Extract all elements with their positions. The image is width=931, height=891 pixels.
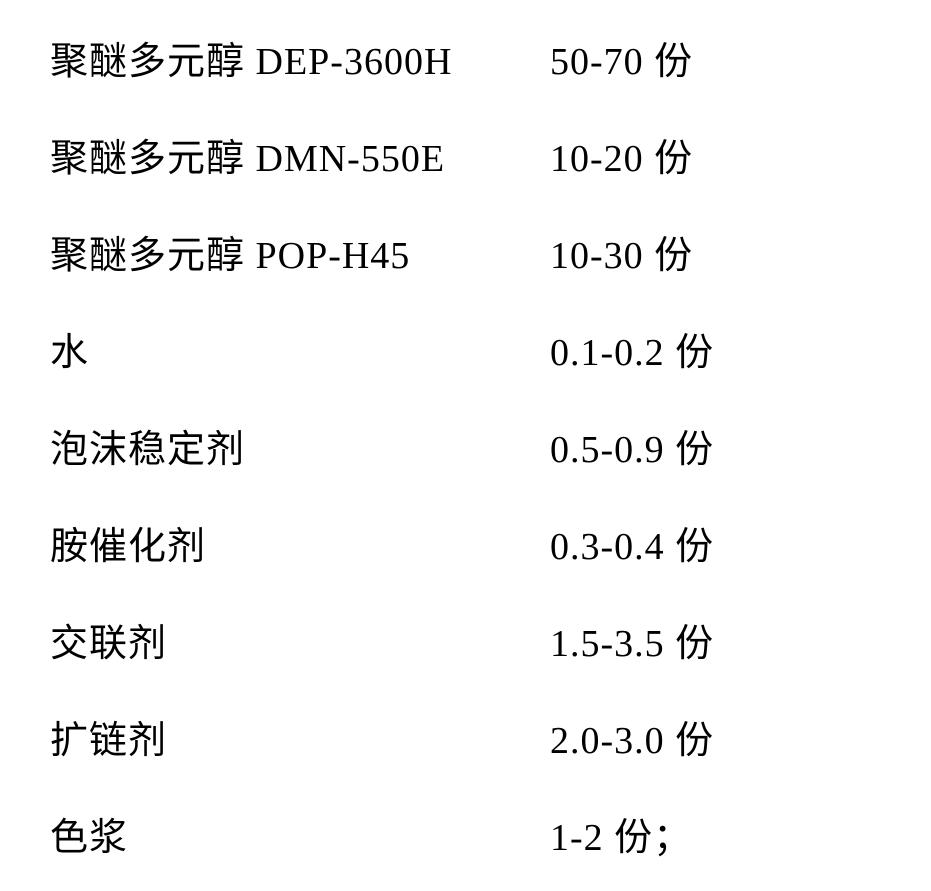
list-item: 胺催化剂 0.3-0.4 份 [50, 515, 881, 570]
ingredient-value: 10-30 份 [550, 224, 693, 279]
ingredient-value: 0.1-0.2 份 [550, 321, 714, 376]
list-item: 交联剂 1.5-3.5 份 [50, 612, 881, 667]
ingredient-label: 色浆 [50, 806, 550, 861]
list-item: 聚醚多元醇 POP-H45 10-30 份 [50, 224, 881, 279]
list-item: 色浆 1-2 份； [50, 806, 881, 861]
ingredient-label: 聚醚多元醇 DEP-3600H [50, 30, 550, 85]
ingredient-value: 10-20 份 [550, 127, 693, 182]
list-item: 聚醚多元醇 DMN-550E 10-20 份 [50, 127, 881, 182]
ingredient-label: 聚醚多元醇 POP-H45 [50, 224, 550, 279]
ingredient-label: 聚醚多元醇 DMN-550E [50, 127, 550, 182]
ingredient-value: 1-2 份； [550, 806, 692, 861]
ingredient-label: 胺催化剂 [50, 515, 550, 570]
ingredient-label: 泡沫稳定剂 [50, 418, 550, 473]
list-item: 水 0.1-0.2 份 [50, 321, 881, 376]
ingredient-value: 1.5-3.5 份 [550, 612, 714, 667]
ingredient-value: 2.0-3.0 份 [550, 709, 714, 764]
ingredient-label: 扩链剂 [50, 709, 550, 764]
ingredient-value: 50-70 份 [550, 30, 693, 85]
list-item: 聚醚多元醇 DEP-3600H 50-70 份 [50, 30, 881, 85]
list-item: 泡沫稳定剂 0.5-0.9 份 [50, 418, 881, 473]
ingredient-list: 聚醚多元醇 DEP-3600H 50-70 份 聚醚多元醇 DMN-550E 1… [0, 0, 931, 891]
ingredient-label: 水 [50, 321, 550, 376]
ingredient-value: 0.5-0.9 份 [550, 418, 714, 473]
ingredient-value: 0.3-0.4 份 [550, 515, 714, 570]
ingredient-label: 交联剂 [50, 612, 550, 667]
list-item: 扩链剂 2.0-3.0 份 [50, 709, 881, 764]
